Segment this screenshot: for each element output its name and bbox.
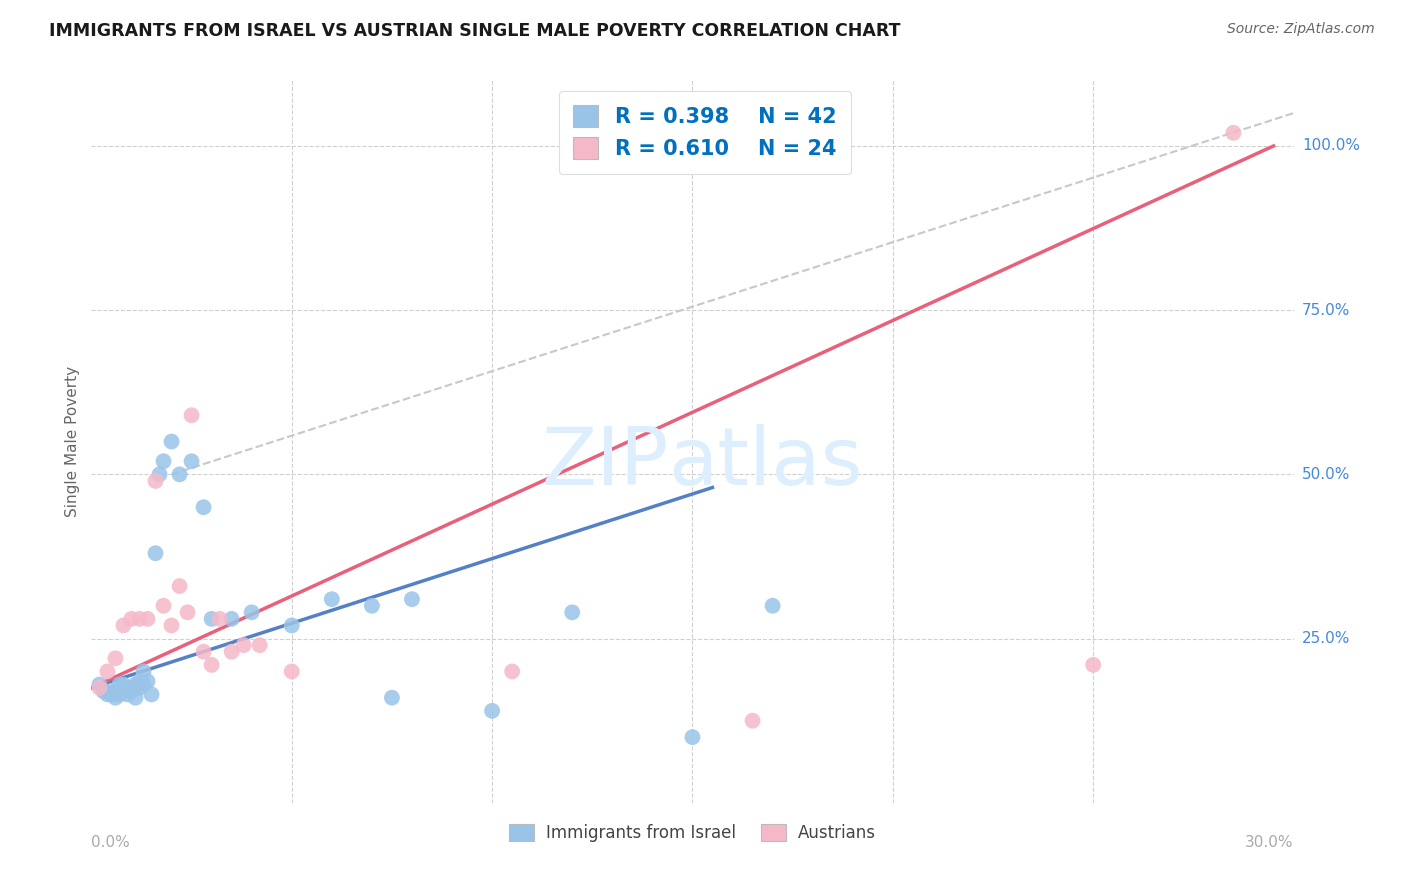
Point	[501, 665, 523, 679]
Point	[249, 638, 271, 652]
Point	[193, 500, 215, 515]
Text: 0.0%: 0.0%	[91, 835, 131, 850]
Point	[169, 579, 191, 593]
Point	[381, 690, 404, 705]
Point	[193, 645, 215, 659]
Point	[108, 677, 131, 691]
Point	[100, 684, 122, 698]
Point	[180, 454, 202, 468]
Point	[128, 681, 150, 695]
Point	[132, 677, 155, 691]
Point	[240, 605, 263, 619]
Point	[281, 665, 304, 679]
Text: atlas: atlas	[668, 425, 863, 502]
Point	[148, 467, 170, 482]
Point	[221, 612, 243, 626]
Point	[221, 645, 243, 659]
Point	[152, 599, 174, 613]
Point	[401, 592, 423, 607]
Point	[180, 409, 202, 423]
Point	[100, 687, 122, 701]
Point	[1083, 657, 1105, 672]
Point	[321, 592, 343, 607]
Point	[145, 474, 167, 488]
Text: 50.0%: 50.0%	[1302, 467, 1350, 482]
Point	[128, 674, 150, 689]
Point	[96, 665, 118, 679]
Point	[201, 612, 224, 626]
Point	[128, 612, 150, 626]
Point	[112, 684, 135, 698]
Text: ZIP: ZIP	[541, 425, 668, 502]
Point	[132, 665, 155, 679]
Point	[741, 714, 763, 728]
Point	[360, 599, 382, 613]
Point	[89, 681, 111, 695]
Point	[117, 687, 139, 701]
Point	[160, 618, 183, 632]
Point	[112, 677, 135, 691]
Point	[136, 674, 159, 689]
Point	[136, 612, 159, 626]
Point	[93, 684, 115, 698]
Point	[232, 638, 254, 652]
Point	[152, 454, 174, 468]
Text: Source: ZipAtlas.com: Source: ZipAtlas.com	[1227, 22, 1375, 37]
Point	[681, 730, 703, 744]
Text: 30.0%: 30.0%	[1246, 835, 1294, 850]
Point	[121, 612, 143, 626]
Point	[96, 687, 118, 701]
Point	[108, 687, 131, 701]
Point	[124, 690, 146, 705]
Point	[561, 605, 583, 619]
Point	[481, 704, 503, 718]
Point	[281, 618, 304, 632]
Point	[124, 677, 146, 691]
Point	[208, 612, 231, 626]
Point	[104, 651, 127, 665]
Point	[112, 618, 135, 632]
Point	[201, 657, 224, 672]
Point	[160, 434, 183, 449]
Point	[117, 681, 139, 695]
Legend: Immigrants from Israel, Austrians: Immigrants from Israel, Austrians	[502, 817, 883, 848]
Point	[121, 684, 143, 698]
Point	[169, 467, 191, 482]
Point	[104, 684, 127, 698]
Text: 25.0%: 25.0%	[1302, 632, 1350, 646]
Text: 75.0%: 75.0%	[1302, 302, 1350, 318]
Point	[104, 690, 127, 705]
Point	[141, 687, 163, 701]
Point	[1222, 126, 1244, 140]
Point	[89, 677, 111, 691]
Point	[176, 605, 198, 619]
Point	[121, 681, 143, 695]
Text: IMMIGRANTS FROM ISRAEL VS AUSTRIAN SINGLE MALE POVERTY CORRELATION CHART: IMMIGRANTS FROM ISRAEL VS AUSTRIAN SINGL…	[49, 22, 901, 40]
Text: 100.0%: 100.0%	[1302, 138, 1360, 153]
Point	[145, 546, 167, 560]
Y-axis label: Single Male Poverty: Single Male Poverty	[65, 366, 80, 517]
Point	[762, 599, 785, 613]
